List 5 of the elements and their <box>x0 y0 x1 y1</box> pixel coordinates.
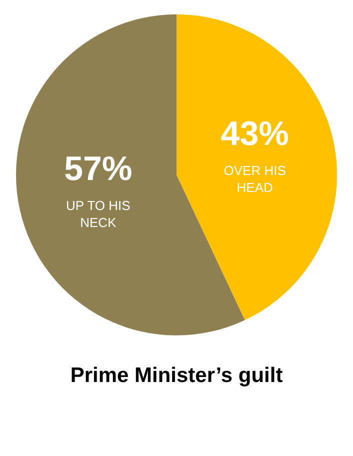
data-label: 57% <box>64 150 132 188</box>
data-label: 43% <box>220 114 289 153</box>
slice-label: UP TO HIS NECK <box>66 198 131 230</box>
text: Prime Minister’s guilt <box>70 364 283 388</box>
slice-label: OVER HIS HEAD <box>224 162 286 195</box>
